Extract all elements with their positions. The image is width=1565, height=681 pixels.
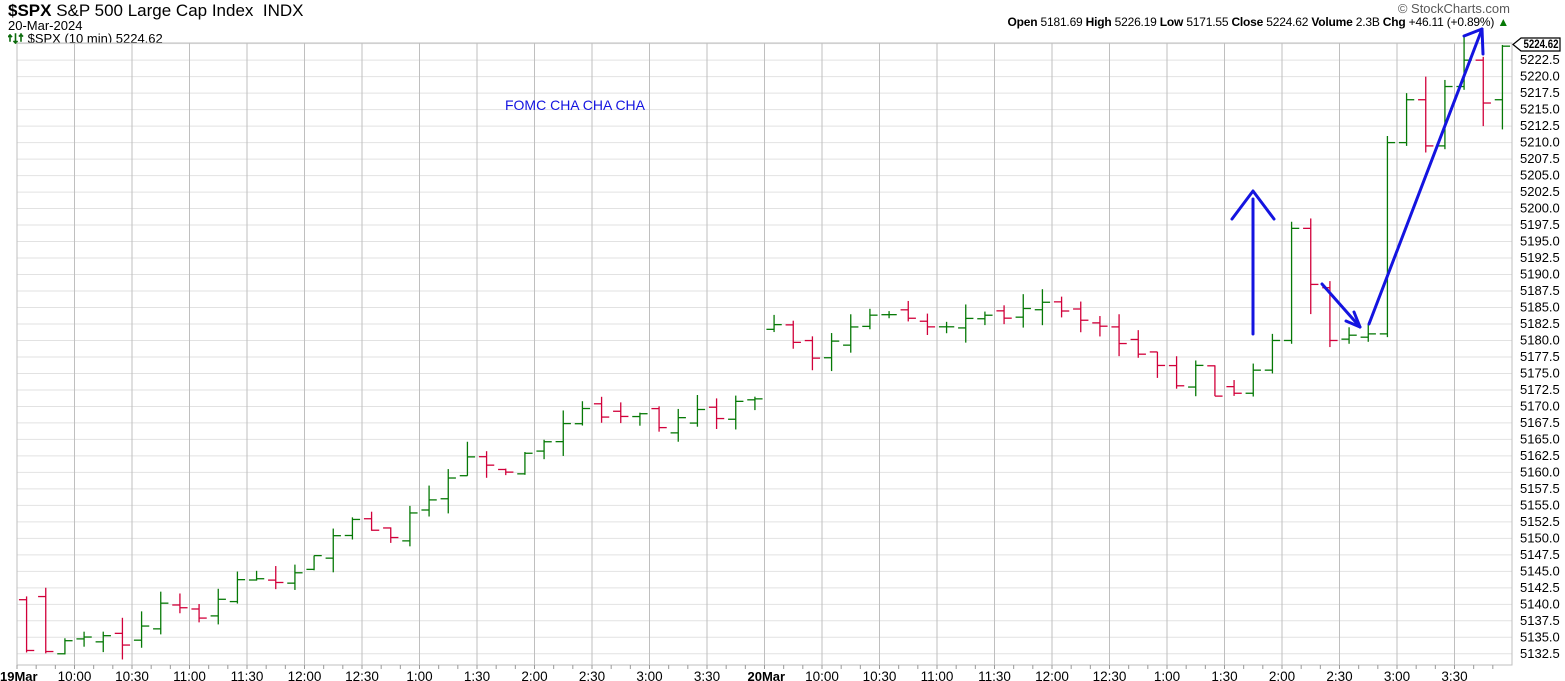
- svg-text:10:00: 10:00: [58, 669, 92, 681]
- svg-text:5222.5: 5222.5: [1520, 52, 1560, 67]
- svg-text:20Mar: 20Mar: [748, 669, 786, 681]
- svg-text:5157.5: 5157.5: [1520, 481, 1560, 496]
- svg-text:1:30: 1:30: [1211, 669, 1237, 681]
- svg-text:5215.0: 5215.0: [1520, 102, 1560, 117]
- svg-text:5135.0: 5135.0: [1520, 629, 1560, 644]
- svg-text:5152.5: 5152.5: [1520, 514, 1560, 529]
- svg-text:5190.0: 5190.0: [1520, 267, 1560, 282]
- svg-text:5202.5: 5202.5: [1520, 184, 1560, 199]
- svg-text:12:30: 12:30: [1093, 669, 1127, 681]
- svg-text:5195.0: 5195.0: [1520, 234, 1560, 249]
- svg-text:5132.5: 5132.5: [1520, 646, 1560, 661]
- svg-text:1:30: 1:30: [464, 669, 490, 681]
- svg-text:5217.5: 5217.5: [1520, 85, 1560, 100]
- svg-text:5177.5: 5177.5: [1520, 349, 1560, 364]
- svg-text:5145.0: 5145.0: [1520, 563, 1560, 578]
- svg-text:5165.0: 5165.0: [1520, 431, 1560, 446]
- svg-text:3:30: 3:30: [694, 669, 720, 681]
- svg-text:1:00: 1:00: [406, 669, 432, 681]
- svg-text:5185.0: 5185.0: [1520, 300, 1560, 315]
- svg-text:5147.5: 5147.5: [1520, 547, 1560, 562]
- svg-text:5142.5: 5142.5: [1520, 580, 1560, 595]
- svg-text:5197.5: 5197.5: [1520, 217, 1560, 232]
- svg-text:10:30: 10:30: [115, 669, 149, 681]
- svg-text:5207.5: 5207.5: [1520, 151, 1560, 166]
- svg-text:3:00: 3:00: [1384, 669, 1410, 681]
- svg-text:2:30: 2:30: [1326, 669, 1352, 681]
- svg-text:5205.0: 5205.0: [1520, 168, 1560, 183]
- svg-text:2:30: 2:30: [579, 669, 605, 681]
- svg-text:11:00: 11:00: [173, 669, 206, 681]
- svg-text:5212.5: 5212.5: [1520, 118, 1560, 133]
- svg-text:FOMC CHA CHA CHA: FOMC CHA CHA CHA: [505, 97, 646, 113]
- svg-text:5160.0: 5160.0: [1520, 464, 1560, 479]
- svg-text:5200.0: 5200.0: [1520, 201, 1560, 216]
- svg-text:1:00: 1:00: [1154, 669, 1180, 681]
- svg-text:5150.0: 5150.0: [1520, 530, 1560, 545]
- svg-text:5162.5: 5162.5: [1520, 448, 1560, 463]
- svg-text:3:00: 3:00: [636, 669, 662, 681]
- svg-text:12:00: 12:00: [1035, 669, 1069, 681]
- svg-text:11:30: 11:30: [978, 669, 1011, 681]
- svg-text:5210.0: 5210.0: [1520, 135, 1560, 150]
- svg-text:5170.0: 5170.0: [1520, 398, 1560, 413]
- svg-text:5175.0: 5175.0: [1520, 365, 1560, 380]
- svg-text:12:00: 12:00: [288, 669, 322, 681]
- svg-text:5187.5: 5187.5: [1520, 283, 1560, 298]
- svg-text:10:30: 10:30: [863, 669, 897, 681]
- svg-text:5182.5: 5182.5: [1520, 316, 1560, 331]
- svg-text:11:00: 11:00: [921, 669, 954, 681]
- svg-text:5180.0: 5180.0: [1520, 332, 1560, 347]
- svg-text:5220.0: 5220.0: [1520, 69, 1560, 84]
- svg-text:5155.0: 5155.0: [1520, 497, 1560, 512]
- svg-text:5167.5: 5167.5: [1520, 415, 1560, 430]
- svg-text:5224.62: 5224.62: [1524, 39, 1559, 51]
- svg-text:5172.5: 5172.5: [1520, 382, 1560, 397]
- svg-text:19Mar: 19Mar: [0, 669, 38, 681]
- svg-text:2:00: 2:00: [1269, 669, 1295, 681]
- svg-text:12:30: 12:30: [345, 669, 379, 681]
- svg-text:2:00: 2:00: [521, 669, 547, 681]
- svg-text:5140.0: 5140.0: [1520, 596, 1560, 611]
- svg-text:5137.5: 5137.5: [1520, 613, 1560, 628]
- svg-text:3:30: 3:30: [1441, 669, 1467, 681]
- svg-text:11:30: 11:30: [231, 669, 264, 681]
- svg-text:5192.5: 5192.5: [1520, 250, 1560, 265]
- svg-text:10:00: 10:00: [805, 669, 839, 681]
